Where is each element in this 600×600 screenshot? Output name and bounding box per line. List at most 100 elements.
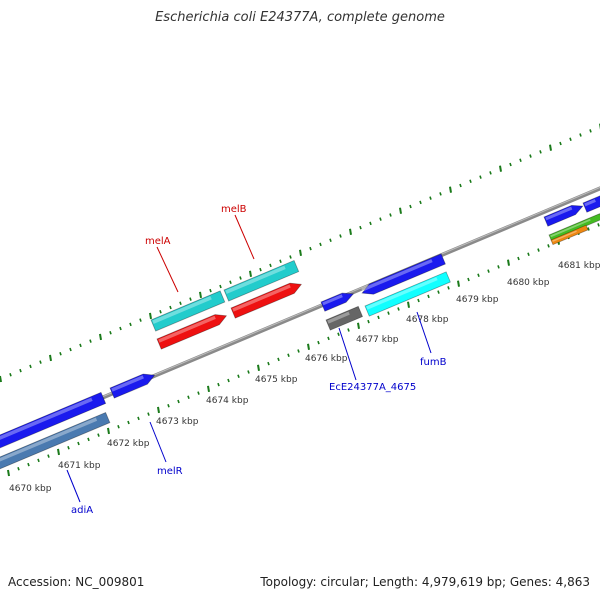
gene-label-fumB: fumB <box>420 357 447 368</box>
outer-tick <box>109 330 112 335</box>
gene-label-leaders <box>66 214 432 503</box>
kbp-label: 4677 kbp <box>356 335 399 345</box>
outer-tick <box>99 333 102 341</box>
inner-tick <box>237 374 240 379</box>
inner-tick <box>227 378 230 383</box>
inner-tick <box>117 424 120 429</box>
inner-tick <box>17 467 20 471</box>
outer-tick <box>119 326 122 331</box>
outer-tick <box>299 249 302 256</box>
inner-tick <box>397 307 400 311</box>
outer-tick <box>279 259 282 263</box>
inner-tick <box>377 315 380 320</box>
inner-tick <box>187 395 190 400</box>
inner-tick <box>157 406 160 414</box>
outer-tick <box>179 301 182 306</box>
kbp-label: 4675 kbp <box>255 375 298 385</box>
outer-tick <box>399 207 402 214</box>
inner-tick <box>417 298 420 303</box>
gene-4677-blue <box>361 253 446 295</box>
outer-tick <box>429 196 432 200</box>
gene-features <box>0 194 600 470</box>
gene-melA-teal <box>150 290 226 332</box>
gene-4675-small-blue <box>320 292 355 312</box>
gene-right-blue-1 <box>543 204 584 227</box>
outer-tick <box>319 242 322 247</box>
inner-tick <box>447 286 450 290</box>
outer-tick <box>539 150 542 154</box>
gene-label-EcE24377A_4675: EcE24377A_4675 <box>329 382 416 393</box>
inner-tick <box>337 332 340 336</box>
inner-tick <box>367 319 370 324</box>
melB-leader <box>234 214 255 260</box>
melR-leader <box>149 421 167 463</box>
outer-tick <box>269 263 272 268</box>
outer-tick <box>0 375 2 383</box>
inner-tick <box>97 433 100 437</box>
accession-number: Accession: NC_009801 <box>8 575 145 589</box>
inner-tick <box>477 273 480 278</box>
outer-tick <box>519 158 522 163</box>
inner-tick <box>257 364 260 372</box>
outer-tick <box>449 186 452 193</box>
gene-right-green <box>548 213 600 242</box>
inner-tick <box>147 412 150 416</box>
gene-4675-gray <box>325 305 364 331</box>
outer-tick <box>189 297 192 301</box>
outer-tick <box>419 200 422 205</box>
kbp-scale-labels: 4670 kbp 4671 kbp 4672 kbp 4673 kbp 4674… <box>9 261 600 494</box>
gene-label-adiA: adiA <box>71 505 93 516</box>
outer-tick <box>549 144 552 151</box>
outer-tick <box>389 213 392 217</box>
inner-tick <box>357 322 360 329</box>
outer-tick <box>529 154 532 158</box>
outer-tick <box>79 343 82 348</box>
outer-tick <box>199 291 202 299</box>
kbp-label: 4679 kbp <box>456 295 499 305</box>
kbp-label: 4670 kbp <box>9 484 52 494</box>
inner-tick <box>177 399 180 404</box>
outer-tick <box>139 318 142 322</box>
outer-tick <box>359 225 362 230</box>
inner-tick <box>87 437 90 442</box>
outer-tick <box>499 165 502 172</box>
fumB-leader <box>416 311 432 354</box>
outer-tick <box>459 183 462 188</box>
kbp-label: 4673 kbp <box>156 417 199 427</box>
outer-tick <box>309 246 312 251</box>
inner-tick <box>597 223 600 227</box>
outer-tick <box>289 255 292 259</box>
inner-tick <box>547 244 550 248</box>
outer-tick <box>479 175 482 179</box>
kbp-label: 4680 kbp <box>507 278 550 288</box>
outer-tick <box>19 368 22 373</box>
outer-tick <box>379 217 382 221</box>
outer-tick <box>439 192 442 196</box>
outer-tick <box>49 354 52 362</box>
inner-tick <box>427 294 430 299</box>
inner-tick <box>527 252 530 257</box>
inner-tick <box>197 391 200 395</box>
gene-melB-teal <box>223 260 300 302</box>
outer-tick <box>229 280 232 285</box>
inner-tick <box>37 458 40 463</box>
inner-tick <box>277 357 280 362</box>
kbp-label: 4671 kbp <box>58 461 101 471</box>
inner-tick <box>307 343 310 350</box>
outer-tick <box>569 137 572 141</box>
inner-tick <box>247 370 250 374</box>
EcE24377A_4675-leader <box>338 327 357 381</box>
inner-tick <box>437 290 440 294</box>
outer-tick <box>69 347 72 352</box>
inner-tick <box>137 416 140 421</box>
inner-tick <box>207 385 210 393</box>
map-title: Escherichia coli E24377A, complete genom… <box>155 10 445 25</box>
outer-tick <box>169 305 172 310</box>
inner-tick <box>457 280 460 287</box>
outer-tick <box>489 171 492 175</box>
gene-melA-red <box>156 314 228 350</box>
outer-tick <box>249 270 252 278</box>
inner-tick <box>107 427 110 435</box>
outer-tick <box>209 288 212 293</box>
